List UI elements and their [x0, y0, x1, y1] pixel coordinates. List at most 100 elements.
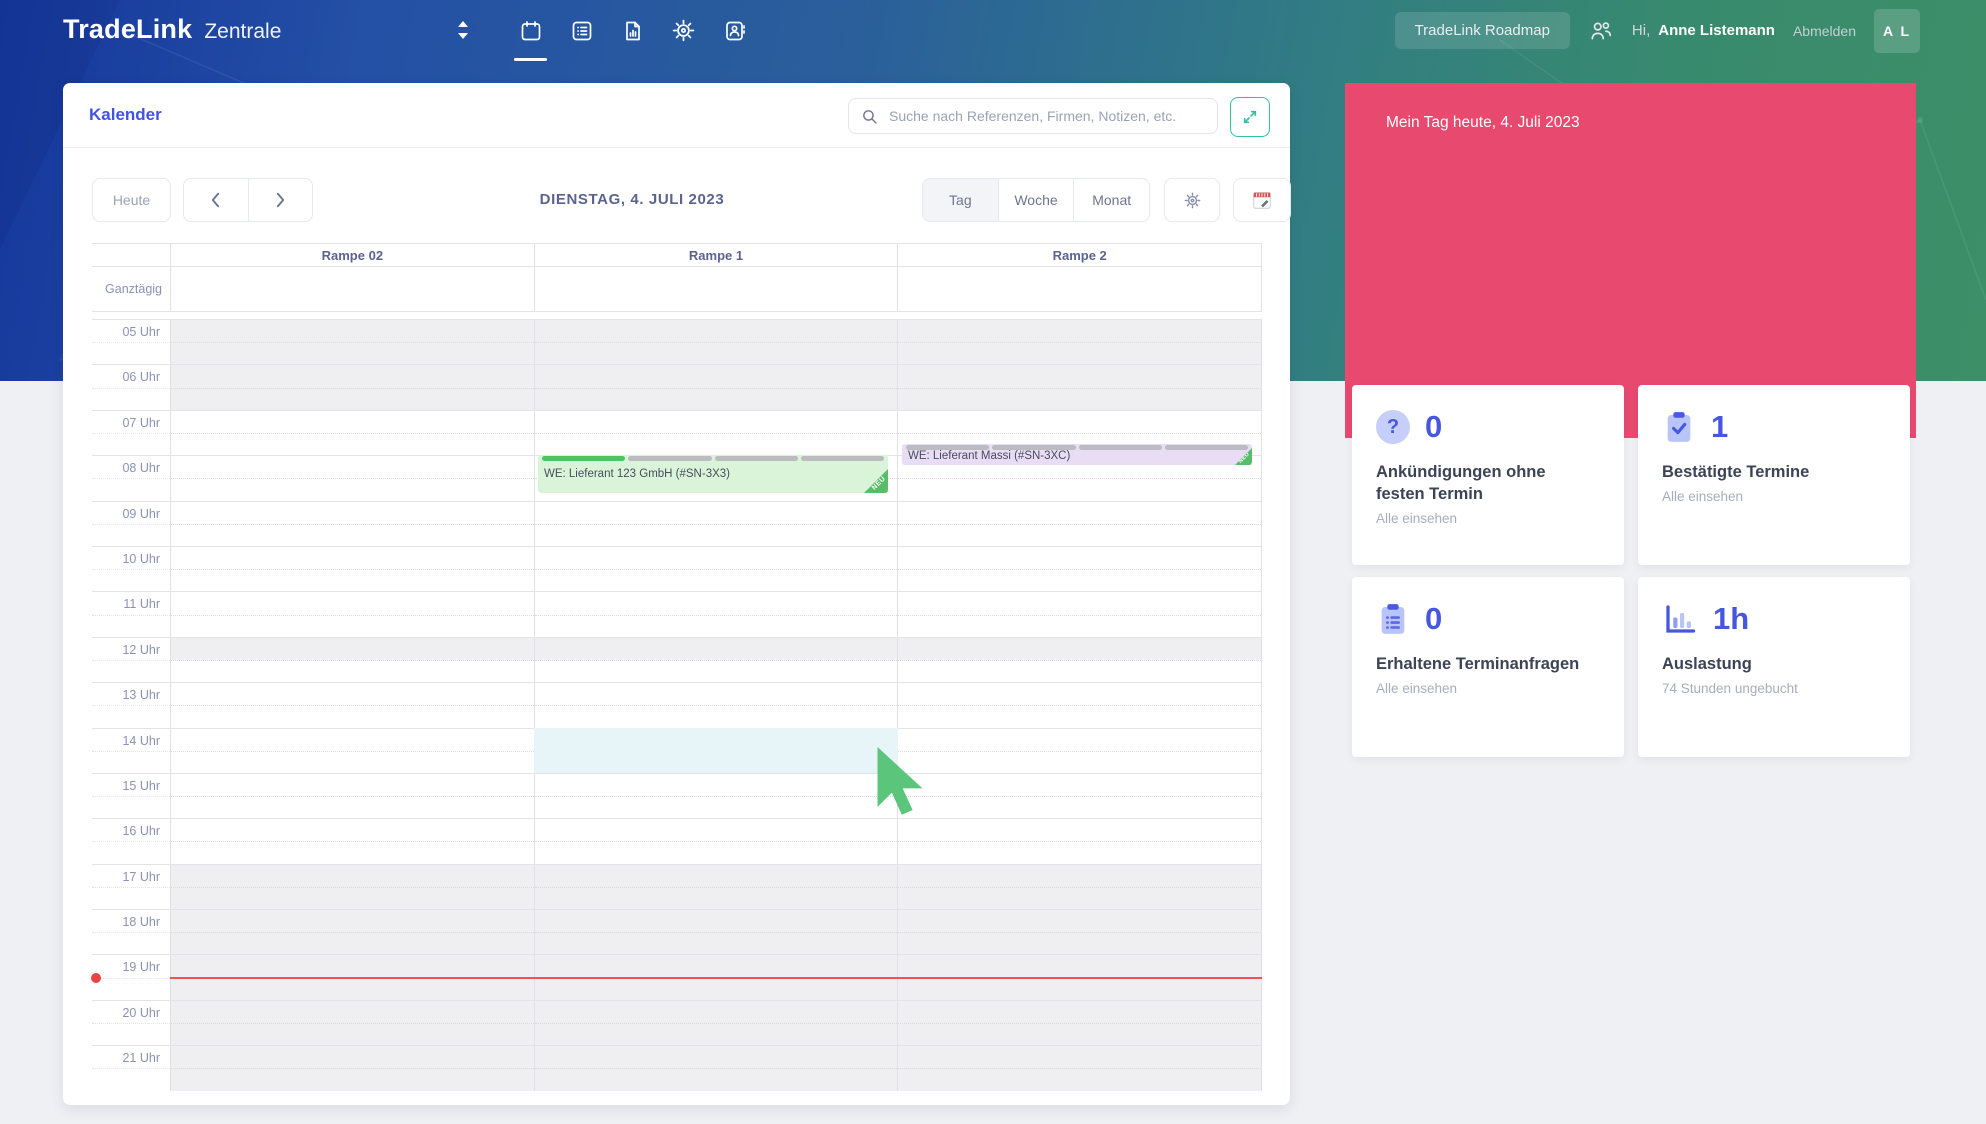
view-all-link[interactable]: Alle einsehen [1376, 510, 1458, 526]
time-slot[interactable] [170, 365, 534, 410]
time-slot[interactable] [533, 1046, 898, 1091]
time-slot[interactable] [170, 410, 534, 456]
notepad-icon [1253, 192, 1271, 209]
time-slot[interactable] [897, 1046, 1263, 1091]
time-slot[interactable] [897, 819, 1263, 864]
time-slot[interactable] [897, 1000, 1263, 1046]
time-slot[interactable] [533, 819, 898, 864]
expand-button[interactable] [1230, 97, 1270, 137]
expand-icon [1243, 110, 1257, 124]
prev-day-button[interactable] [184, 179, 249, 221]
stat-value: 0 [1425, 409, 1443, 444]
time-slot[interactable] [897, 864, 1263, 910]
logout-link[interactable]: Abmelden [1792, 22, 1856, 39]
search-input[interactable] [887, 107, 1217, 125]
allday-slot[interactable] [533, 267, 898, 311]
current-date-title: DIENSTAG, 4. JULI 2023 [539, 191, 725, 208]
stat-title: Bestätigte Termine [1662, 463, 1810, 481]
view-tab-woche[interactable]: Woche [997, 179, 1074, 221]
time-slot[interactable] [533, 910, 898, 955]
allday-slot[interactable] [897, 267, 1263, 311]
allday-slot[interactable] [170, 267, 534, 311]
avatar[interactable]: A L [1874, 8, 1920, 53]
time-slot[interactable] [170, 1000, 534, 1046]
time-label: 13 Uhr [92, 683, 170, 727]
view-all-link[interactable]: Alle einsehen [1376, 680, 1458, 696]
search-box [848, 98, 1218, 134]
view-all-link[interactable]: Alle einsehen [1662, 488, 1744, 504]
time-slot[interactable] [170, 1046, 534, 1091]
my-day-panel: Mein Tag heute, 4. Juli 2023 [1345, 83, 1916, 438]
next-day-button[interactable] [249, 179, 313, 221]
time-slot[interactable] [533, 683, 898, 728]
calendar-event[interactable]: WE: Lieferant Massi (#SN-3XC) NEU [902, 443, 1252, 466]
time-slot[interactable] [533, 592, 898, 637]
view-tab-tag[interactable]: Tag [923, 179, 998, 221]
time-slot[interactable] [170, 501, 534, 546]
time-slot[interactable] [533, 1000, 898, 1046]
question-icon: ? [1376, 410, 1410, 444]
time-slot[interactable] [170, 773, 534, 819]
time-slot[interactable] [533, 546, 898, 592]
time-slot[interactable] [170, 683, 534, 728]
time-slot[interactable] [897, 910, 1263, 955]
allday-row: Ganztägig [92, 267, 1263, 312]
time-slot[interactable] [533, 365, 898, 410]
bar-chart-icon [1666, 605, 1696, 633]
time-slot[interactable] [533, 320, 898, 365]
time-slot[interactable] [897, 546, 1263, 592]
event-progress-bar [906, 444, 1248, 450]
time-slot[interactable] [897, 365, 1263, 410]
time-slot[interactable] [897, 592, 1263, 637]
hovered-slot-highlight[interactable] [534, 727, 898, 773]
date-picker-button[interactable] [1233, 178, 1291, 222]
time-label: 07 Uhr [92, 411, 170, 455]
nav-settings-icon[interactable] [665, 0, 702, 61]
event-progress-bar [542, 456, 884, 462]
time-slot[interactable] [897, 501, 1263, 546]
time-slot[interactable] [897, 773, 1263, 819]
time-slot[interactable] [533, 637, 898, 683]
nav-contacts-icon[interactable] [716, 0, 753, 61]
current-time-line [170, 977, 1262, 980]
nav-list-icon[interactable] [563, 0, 600, 61]
calendar-event[interactable]: WE: Lieferant 123 GmbH (#SN-3X3) NEU [538, 455, 888, 494]
new-badge-ribbon: NEU [1235, 448, 1252, 466]
time-slot[interactable] [533, 501, 898, 546]
time-slot[interactable] [897, 637, 1263, 683]
nav-calendar-icon[interactable] [512, 0, 549, 61]
time-slot[interactable] [897, 728, 1263, 773]
time-slot[interactable] [533, 864, 898, 910]
workspace-switcher-icon[interactable] [456, 19, 470, 46]
column-header: Rampe 2 [897, 244, 1263, 266]
hour-row: 16 Uhr [92, 818, 1263, 864]
time-slot[interactable] [170, 320, 534, 365]
time-slot[interactable] [170, 728, 534, 773]
today-button[interactable]: Heute [92, 178, 171, 222]
stat-title: Ankündigungen ohne festen Termin [1376, 463, 1546, 503]
time-slot[interactable] [533, 410, 898, 456]
event-title: WE: Lieferant Massi (#SN-3XC) [908, 449, 1071, 462]
time-slot[interactable] [897, 320, 1263, 365]
time-slot[interactable] [170, 819, 534, 864]
time-slot[interactable] [897, 683, 1263, 728]
stat-card: 1 Bestätigte Termine Alle einsehen [1638, 385, 1910, 565]
brand-logo[interactable]: TradeLink Zentrale [63, 14, 281, 45]
time-label: 09 Uhr [92, 502, 170, 546]
stat-value: 1 [1711, 409, 1729, 444]
time-slot[interactable] [170, 637, 534, 683]
time-slot[interactable] [170, 546, 534, 592]
hour-row: 09 Uhr [92, 500, 1263, 546]
time-slot[interactable] [170, 864, 534, 910]
roadmap-button[interactable]: TradeLink Roadmap [1394, 12, 1570, 49]
view-tab-monat[interactable]: Monat [1073, 179, 1149, 221]
nav-report-icon[interactable] [614, 0, 651, 61]
time-slot[interactable] [170, 910, 534, 955]
time-slot[interactable] [533, 773, 898, 819]
time-slot[interactable] [170, 456, 534, 501]
calendar-settings-button[interactable] [1164, 178, 1220, 222]
stat-title: Erhaltene Terminanfragen [1376, 655, 1580, 673]
time-label: 10 Uhr [92, 547, 170, 591]
clipboard-list-icon [1381, 604, 1405, 634]
time-slot[interactable] [170, 592, 534, 637]
